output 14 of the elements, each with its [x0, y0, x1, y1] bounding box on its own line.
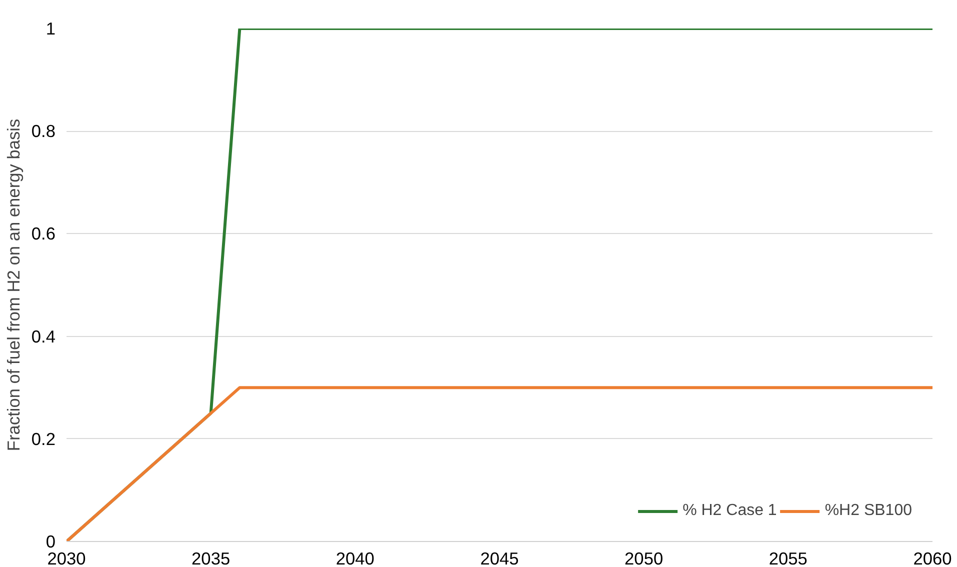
y-tick-label: 0.8 [31, 121, 56, 142]
x-tick-label: 2035 [192, 548, 230, 567]
x-tick-label: 2045 [480, 548, 519, 567]
x-tick-label: 2055 [768, 548, 808, 567]
x-tick-label: 2060 [913, 548, 952, 567]
y-tick-label: 0.4 [31, 326, 56, 346]
x-tick-label: 2050 [624, 548, 664, 567]
y-tick-label: 0.6 [31, 224, 56, 244]
x-tick-label: 2040 [336, 548, 374, 567]
y-tick-label: 0.2 [31, 428, 56, 449]
x-tick-label: 2030 [47, 548, 86, 567]
y-tick-label: 1 [46, 18, 56, 38]
y-axis-title: Fraction of fuel from H2 on an energy basis [3, 118, 24, 452]
y-tick-label: 0 [46, 532, 56, 552]
